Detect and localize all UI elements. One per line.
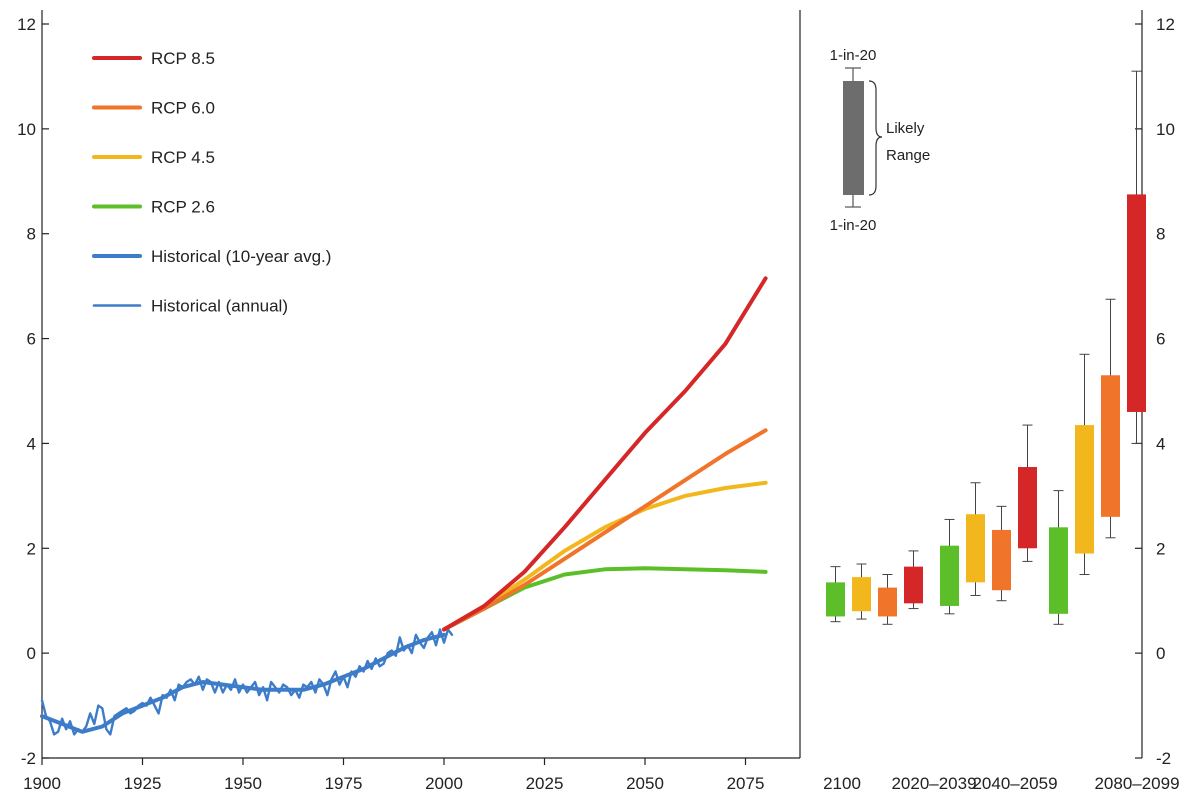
right-y-tick-label: 8 [1156,225,1165,244]
legend-label: RCP 4.5 [151,148,215,167]
series-line-rcp-4-5 [442,480,768,632]
key-bottom-label: 1-in-20 [830,217,877,234]
box [1049,527,1068,614]
series-line-rcp-8-5 [442,276,768,632]
box [1075,425,1094,554]
box [1018,467,1037,549]
group-label: 2100 [823,774,861,793]
legend-label: Historical (annual) [151,297,288,316]
x-tick-label: 1975 [325,774,363,793]
right-y-tick-label: 12 [1156,15,1175,34]
series-line-rcp-6-0 [442,428,768,632]
x-tick-label: 2050 [626,774,664,793]
right-y-ticks: -2 0 2 4 6 8 10 12 [1135,15,1175,768]
group-label: 2040–2059 [972,774,1057,793]
left-y-tick-label: 6 [27,330,36,349]
legend-label: Historical (10-year avg.) [151,247,331,266]
x-tick-label: 2000 [425,774,463,793]
x-tick-label: 1925 [124,774,162,793]
left-y-tick-label: 12 [17,15,36,34]
x-ticks: 1900 1925 1950 1975 2000 2025 2050 2075 [23,758,764,793]
box [940,545,959,606]
x-tick-label: 2075 [727,774,765,793]
key-range-label-line2: Range [886,147,930,164]
box [852,577,871,612]
group-label: 2020–2039 [891,774,976,793]
box [826,582,845,617]
likely-range-key: 1-in-20 1-in-20 Likely Range [830,47,931,234]
right-y-tick-label: -2 [1156,749,1171,768]
x-tick-label: 1950 [224,774,262,793]
series-layer [40,276,768,736]
box [904,566,923,604]
x-tick-label: 1900 [23,774,61,793]
left-y-tick-label: 4 [27,434,36,453]
box [1127,194,1146,412]
box [878,587,897,617]
box [1101,375,1120,517]
left-y-tick-label: 10 [17,120,36,139]
legend: RCP 8.5 RCP 6.0 RCP 4.5 RCP 2.6 Historical (… [92,49,331,316]
box-layer [826,70,1146,625]
series-line-historical-10-year-avg [40,632,446,734]
left-y-ticks: -2 0 2 4 6 8 10 12 [17,15,49,768]
left-y-tick-label: 0 [27,644,36,663]
legend-label: RCP 8.5 [151,49,215,68]
right-y-tick-label: 0 [1156,644,1165,663]
right-y-tick-label: 10 [1156,120,1175,139]
key-box [843,81,864,195]
box [992,529,1011,591]
key-top-label: 1-in-20 [830,47,877,64]
x-tick-label: 2025 [526,774,564,793]
box [966,514,985,583]
right-y-tick-label: 2 [1156,539,1165,558]
key-range-label-line1: Likely [886,120,925,137]
left-y-tick-label: 2 [27,539,36,558]
right-y-tick-label: 4 [1156,434,1165,453]
group-label: 2080–2099 [1094,774,1179,793]
right-y-tick-label: 6 [1156,330,1165,349]
series-line-historical-annual [40,628,454,736]
left-y-tick-label: -2 [21,749,36,768]
left-y-tick-label: 8 [27,225,36,244]
legend-label: RCP 6.0 [151,99,215,118]
legend-label: RCP 2.6 [151,198,215,217]
key-brace [868,80,883,196]
